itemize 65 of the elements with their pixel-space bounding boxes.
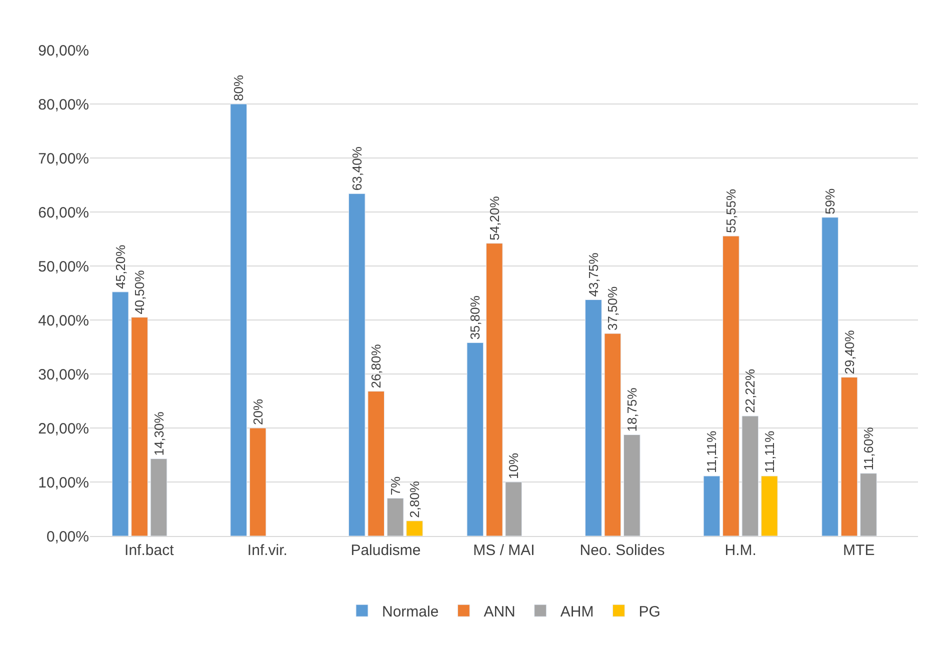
bar — [131, 317, 148, 536]
data-label: 35,80% — [468, 295, 483, 340]
data-label: 11,60% — [860, 426, 876, 470]
data-label: 26,80% — [368, 344, 384, 388]
bar — [742, 416, 759, 536]
bar — [604, 333, 622, 536]
bar — [406, 520, 423, 536]
data-label: 40,50% — [132, 270, 148, 314]
data-label: 45,20% — [112, 244, 128, 289]
bar — [760, 476, 778, 536]
bar — [348, 193, 366, 536]
x-tick-label: Neo. Solides — [580, 542, 665, 559]
y-tick-label: 10,00% — [38, 474, 89, 492]
bar — [722, 236, 740, 536]
data-label: 2,80% — [407, 480, 422, 518]
x-tick-label: H.M. — [724, 542, 756, 559]
data-label: 18,75% — [624, 387, 640, 432]
data-label: 20% — [250, 398, 266, 425]
data-label: 10% — [506, 452, 522, 479]
y-tick-label: 80,00% — [38, 96, 89, 114]
data-label: 63,40% — [349, 146, 364, 191]
bar — [486, 243, 503, 536]
bar — [623, 434, 640, 536]
y-tick-label: 30,00% — [38, 366, 89, 384]
data-label: 11,11% — [762, 430, 777, 474]
bar — [860, 473, 877, 536]
data-label: 22,22% — [742, 368, 758, 414]
data-label: 54,20% — [486, 196, 502, 240]
legend-label: ANN — [484, 603, 516, 620]
x-tick-label: Inf.vir. — [247, 542, 288, 559]
y-tick-label: 0,00% — [46, 528, 89, 546]
data-label: 7% — [388, 476, 403, 496]
bar — [466, 342, 484, 536]
y-tick-label: 40,00% — [38, 312, 89, 330]
x-tick-label: Paludisme — [350, 542, 421, 559]
legend-label: PG — [638, 603, 660, 620]
y-tick-label: 20,00% — [38, 420, 89, 438]
data-label: 80% — [231, 74, 246, 101]
bar — [822, 217, 838, 536]
y-tick-label: 50,00% — [38, 258, 89, 276]
y-tick-label: 60,00% — [38, 204, 89, 222]
bar — [230, 104, 248, 536]
bar — [150, 458, 168, 536]
bar — [112, 292, 129, 536]
x-tick-label: Inf.bact — [124, 542, 175, 559]
bar — [703, 476, 720, 536]
data-label: 14,30% — [151, 411, 166, 456]
data-label: 43,75% — [586, 252, 601, 297]
bar — [585, 300, 602, 536]
legend-label: Normale — [382, 603, 439, 620]
x-tick-label: MTE — [843, 542, 875, 559]
bar — [368, 391, 385, 536]
bar — [840, 376, 858, 536]
data-label: 37,50% — [605, 286, 620, 330]
bar — [249, 428, 266, 536]
data-label: 55,55% — [723, 188, 738, 234]
y-tick-label: 90,00% — [38, 42, 89, 60]
y-tick-label: 70,00% — [38, 150, 89, 168]
data-label: 11,11% — [704, 430, 720, 474]
data-label: 29,40% — [842, 330, 857, 374]
bar — [386, 498, 404, 536]
legend-label: AHM — [560, 603, 594, 620]
bar — [505, 482, 522, 536]
data-label: 59% — [822, 188, 838, 214]
x-tick-label: MS / MAI — [473, 542, 535, 559]
